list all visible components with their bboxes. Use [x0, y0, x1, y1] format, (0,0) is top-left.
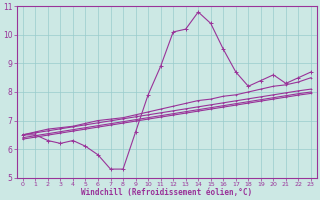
X-axis label: Windchill (Refroidissement éolien,°C): Windchill (Refroidissement éolien,°C)	[81, 188, 252, 197]
